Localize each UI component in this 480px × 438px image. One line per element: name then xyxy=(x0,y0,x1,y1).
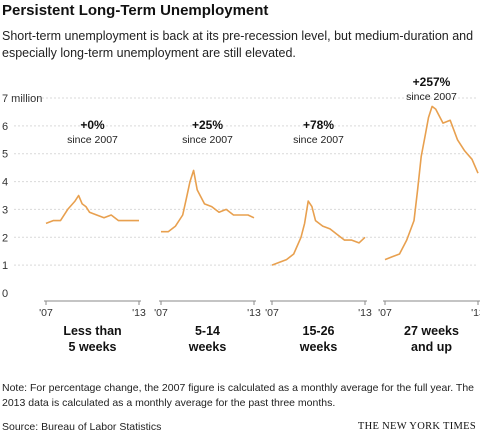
y-tick-label: 2 xyxy=(2,232,8,244)
y-tick-label: 7 million xyxy=(2,93,42,105)
change-annotation-sub: since 2007 xyxy=(67,134,118,146)
x-tick-label: '07 xyxy=(39,307,53,319)
chart-subtitle: Short-term unemployment is back at its p… xyxy=(2,29,474,60)
x-tick-label: '07 xyxy=(154,307,168,319)
panel-label: Less than xyxy=(63,324,121,338)
change-annotation-sub: since 2007 xyxy=(293,134,344,146)
y-tick-label: 6 xyxy=(2,121,8,133)
source-credit: Source: Bureau of Labor Statistics xyxy=(2,421,162,433)
change-annotation-sub: since 2007 xyxy=(182,134,233,146)
x-tick-label: '13 xyxy=(132,307,146,319)
panel-label: and up xyxy=(411,340,452,354)
x-tick-label: '07 xyxy=(378,307,392,319)
series-line xyxy=(384,105,479,261)
x-tick-label: '07 xyxy=(265,307,279,319)
change-annotation: +78% xyxy=(303,118,334,132)
footnote: Note: For percentage change, the 2007 fi… xyxy=(2,382,475,409)
panel-label: weeks xyxy=(299,340,338,354)
series-line xyxy=(161,169,255,233)
series-line xyxy=(45,194,139,225)
y-tick-label: 1 xyxy=(2,260,8,272)
change-annotation-sub: since 2007 xyxy=(406,91,457,103)
y-tick-label: 3 xyxy=(2,204,8,216)
panel-label: 15-26 xyxy=(303,324,335,338)
change-annotation: +25% xyxy=(192,118,223,132)
chart-title: Persistent Long-Term Unemployment xyxy=(2,2,269,19)
x-tick-label: '13 xyxy=(471,307,480,319)
y-tick-label: 5 xyxy=(2,149,8,161)
y-tick-label: 0 xyxy=(2,288,8,300)
y-tick-label: 4 xyxy=(2,177,8,189)
x-tick-label: '13 xyxy=(358,307,372,319)
change-annotation: +0% xyxy=(80,118,105,132)
panel-label: 27 weeks xyxy=(404,324,459,338)
panel-label: 5-14 xyxy=(195,324,220,338)
change-annotation: +257% xyxy=(413,75,451,89)
panel-label: weeks xyxy=(188,340,227,354)
publisher-wordmark: THE NEW YORK TIMES xyxy=(357,421,476,432)
panel-label: 5 weeks xyxy=(69,340,117,354)
series-line xyxy=(271,200,366,266)
x-tick-label: '13 xyxy=(247,307,261,319)
small-multiples-chart: 0 1 2 3 4 5 6 7 million '07 '13 +0% since 2007 Less … xyxy=(2,75,480,354)
